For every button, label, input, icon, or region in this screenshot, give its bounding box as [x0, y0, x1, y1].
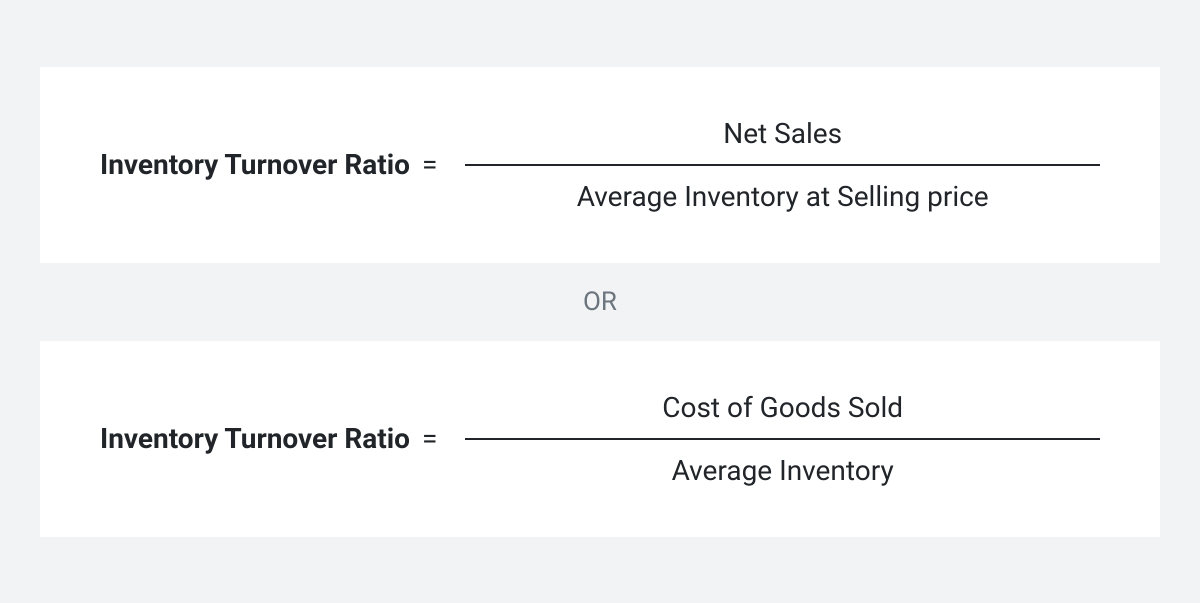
denominator: Average Inventory at Selling price: [577, 166, 989, 213]
numerator: Net Sales: [723, 117, 842, 164]
numerator: Cost of Goods Sold: [662, 391, 903, 438]
fraction: Net Sales Average Inventory at Selling p…: [465, 117, 1100, 213]
formula-card-2: Inventory Turnover Ratio = Cost of Goods…: [40, 341, 1160, 537]
equals-sign: =: [422, 422, 437, 455]
formula-label: Inventory Turnover Ratio: [100, 148, 410, 181]
formula-card-1: Inventory Turnover Ratio = Net Sales Ave…: [40, 67, 1160, 263]
or-separator: OR: [40, 263, 1160, 341]
fraction: Cost of Goods Sold Average Inventory: [465, 391, 1100, 487]
denominator: Average Inventory: [672, 440, 894, 487]
formula-label: Inventory Turnover Ratio: [100, 422, 410, 455]
equals-sign: =: [422, 148, 437, 181]
